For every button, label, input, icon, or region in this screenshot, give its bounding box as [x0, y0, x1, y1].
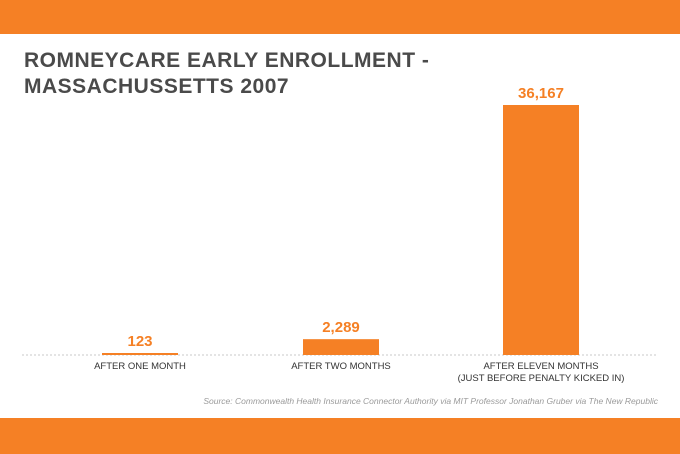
data-label-1: 123: [127, 333, 152, 350]
bottom-banner: [0, 418, 680, 454]
bar-3: [503, 105, 579, 355]
category-label-1-line-1: AFTER ONE MONTH: [94, 361, 186, 372]
bar-1: [102, 353, 178, 355]
chart-title: ROMNEYCARE EARLY ENROLLMENT - MASSACHUSS…: [24, 49, 430, 98]
category-label-group: AFTER ONE MONTH AFTER TWO MONTHS AFTER ELE…: [94, 361, 624, 384]
data-label-3: 36,167: [518, 85, 564, 102]
bar-2: [303, 339, 379, 355]
bar-group: [102, 105, 579, 355]
top-banner: [0, 0, 680, 34]
data-label-group: 123 2,289 36,167: [127, 85, 563, 350]
data-label-2: 2,289: [322, 319, 360, 336]
category-label-3-line-1: AFTER ELEVEN MONTHS: [483, 361, 598, 372]
category-label-2-line-1: AFTER TWO MONTHS: [291, 361, 391, 372]
source-note: Source: Commonwealth Health Insurance Co…: [203, 396, 658, 406]
category-label-3-line-2: (JUST BEFORE PENALTY KICKED IN): [458, 373, 625, 384]
